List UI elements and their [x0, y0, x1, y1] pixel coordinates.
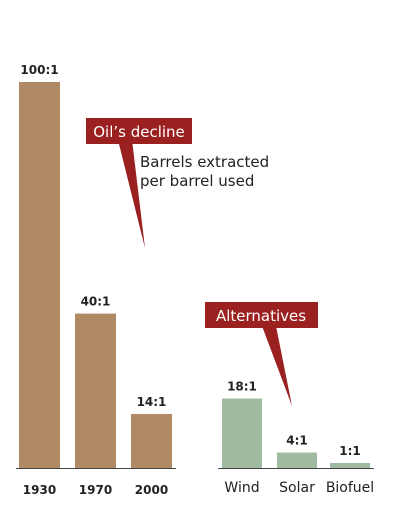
alt-bar-solar	[277, 452, 317, 468]
oil-category-label-1930: 1930	[23, 483, 56, 497]
alt-value-label-wind: 18:1	[227, 380, 257, 394]
oil-decline-callout: Oil’s decline Barrels extracted per barr…	[86, 118, 269, 248]
oil-callout-box	[86, 118, 192, 144]
oil-bar-1970	[75, 313, 116, 468]
oil-value-label-1930: 100:1	[20, 63, 58, 77]
oil-bar-1930	[19, 82, 60, 468]
alternatives-callout-pointer	[262, 326, 292, 406]
alternatives-callout-box	[205, 302, 318, 328]
alt-value-label-solar: 4:1	[286, 434, 308, 448]
oil-callout-title: Oil’s decline	[93, 123, 185, 141]
alternatives-callout-title: Alternatives	[216, 307, 306, 325]
alt-value-label-biofuel: 1:1	[339, 444, 361, 458]
alt-bar-biofuel	[330, 463, 370, 468]
oil-callout-pointer	[118, 140, 145, 248]
oil-category-label-1970: 1970	[79, 483, 112, 497]
alt-category-label-biofuel: Biofuel	[326, 480, 374, 496]
alt-category-label-solar: Solar	[279, 480, 315, 496]
oil-value-label-1970: 40:1	[81, 295, 111, 309]
oil-chart: 100:1 1930 40:1 1970 14:1 2000	[16, 63, 176, 497]
alternatives-callout: Alternatives	[205, 302, 318, 406]
alt-bar-wind	[222, 398, 262, 468]
oil-category-label-2000: 2000	[135, 483, 168, 497]
oil-callout-subtitle-line-2: per barrel used	[140, 172, 254, 190]
alternatives-chart: 18:1 Wind 4:1 Solar 1:1 Biofuel	[218, 380, 374, 496]
alt-category-label-wind: Wind	[224, 480, 259, 496]
oil-bar-2000	[131, 413, 172, 468]
oil-callout-subtitle-line-1: Barrels extracted	[140, 153, 269, 171]
oil-value-label-2000: 14:1	[137, 395, 167, 409]
